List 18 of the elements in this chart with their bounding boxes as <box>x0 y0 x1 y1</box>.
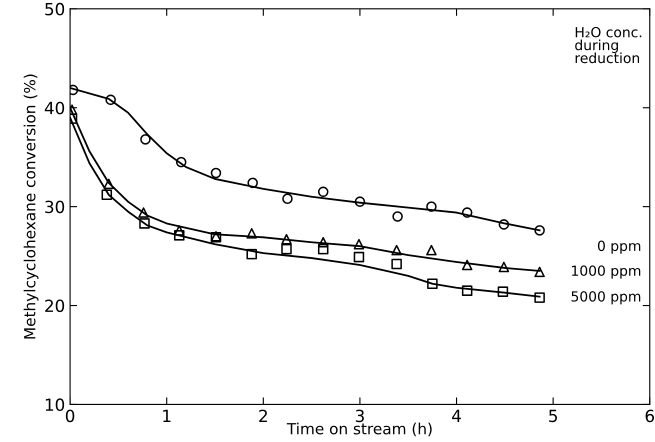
y-tick-label: 50 <box>45 2 64 16</box>
x-tick-label: 2 <box>259 410 267 422</box>
text: 1000 ppm <box>572 265 640 279</box>
x-tick-label: 0 <box>66 410 74 422</box>
text: 0 ppm <box>598 240 640 254</box>
legend-label: 5000 ppm <box>572 291 640 304</box>
x-tick-label: 1 <box>163 410 170 422</box>
y-tick-label: 40 <box>44 102 64 114</box>
x-tick-label: 4 <box>452 410 461 422</box>
x-tick-label: 6 <box>646 410 654 422</box>
x-tick-label: 5 <box>549 410 557 422</box>
legend-title: H₂O conc. during reduction <box>575 26 642 64</box>
y-axis-title: Methylcyclohexane conversion (%) <box>24 74 38 339</box>
y-tick-label: 30 <box>45 200 64 214</box>
x-axis-title: Time on stream (h) <box>286 422 432 436</box>
x-tick-label: 3 <box>356 410 364 422</box>
y-tick-label: 10 <box>46 398 64 411</box>
y-tick-label: 20 <box>45 299 64 312</box>
